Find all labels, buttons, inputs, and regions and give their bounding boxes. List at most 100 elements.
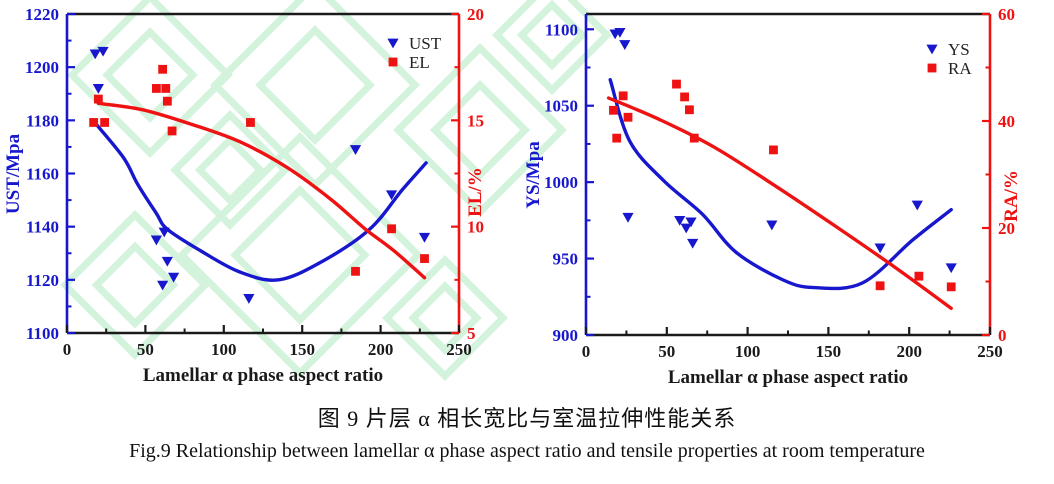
ys-data-point [911, 200, 923, 211]
el-data-point [89, 118, 99, 127]
ust-data-point [92, 84, 104, 94]
watermark-diamond [382, 255, 508, 381]
ust-data-point [97, 46, 109, 57]
caption-english: Fig.9 Relationship between lamellar α ph… [129, 440, 925, 462]
ra-data-point [618, 91, 628, 101]
el-data-point [246, 118, 255, 127]
y-right-tick-label: 10 [467, 218, 484, 237]
y-axis-left-title: YS/Mpa [523, 141, 544, 209]
y-left-tick-label: 1220 [25, 5, 59, 24]
y-right-tick-label: 5 [467, 324, 476, 343]
x-tick-label: 50 [137, 340, 154, 359]
ust-data-point [157, 280, 169, 291]
watermark-diamond-inner [230, 185, 370, 325]
legend-ra-label: RA [948, 59, 972, 78]
y-left-tick-label: 1140 [26, 218, 59, 237]
ys-data-point [874, 243, 886, 254]
y-axis-right-title: RA/% [1001, 170, 1022, 222]
ust-data-point [418, 232, 431, 243]
ra-data-point [623, 112, 633, 122]
y-right-tick-label: 20 [998, 219, 1015, 238]
watermark-diamond-inner [408, 281, 482, 355]
el-data-point [158, 64, 168, 74]
ra-data-point [609, 105, 618, 115]
x-tick-label: 150 [816, 342, 842, 361]
x-tick-label: 0 [582, 342, 591, 361]
ys-fit-curve [608, 78, 953, 291]
x-tick-label: 250 [446, 340, 472, 359]
legend-el-marker [388, 57, 398, 67]
ra-data-point [672, 79, 681, 89]
ust-data-point [168, 272, 180, 283]
ys-data-point [674, 215, 686, 226]
x-axis-title: Lamellar α phase aspect ratio [668, 367, 908, 388]
ust-data-point [161, 256, 173, 267]
ys-data-point [766, 220, 778, 231]
ust-data-point [158, 227, 170, 238]
watermark-diamond [170, 110, 290, 230]
x-tick-label: 250 [977, 342, 1003, 361]
y-left-tick-label: 1160 [26, 165, 59, 184]
legend-ust-marker [387, 38, 399, 49]
y-axis-right-title: EL/% [465, 167, 486, 217]
y-left-tick-label: 900 [553, 326, 579, 345]
ra-data-point [946, 282, 956, 292]
ust-data-point [89, 49, 101, 60]
ys-data-point [622, 212, 634, 223]
el-data-point [161, 84, 171, 93]
watermark-diamond-inner [255, 25, 375, 145]
y-right-tick-label: 0 [998, 326, 1007, 345]
x-tick-label: 150 [289, 340, 315, 359]
watermark-diamond-inner [429, 79, 531, 181]
caption-chinese: 图 9 片层 α 相长宽比与室温拉伸性能关系 [317, 406, 737, 431]
y-left-tick-label: 1100 [26, 324, 59, 343]
watermark-diamond [393, 43, 567, 217]
watermark-diamond [67, 0, 233, 158]
ust-data-point [385, 190, 398, 201]
chart-ys-ra: 0 50 100 150 200 250 900 950 1000 1050 1100 0 20 40 60… [523, 5, 1022, 388]
watermark-diamond [60, 210, 210, 360]
x-tick-label: 100 [211, 340, 237, 359]
y-right-tick-label: 15 [467, 111, 484, 130]
x-tick-label: 200 [896, 342, 922, 361]
ys-data-point [685, 217, 697, 228]
ra-data-point [689, 133, 699, 143]
y-right-tick-label: 20 [467, 5, 484, 24]
ys-data-point [619, 40, 631, 50]
chart-ust-el: 0 50 100 150 200 250 1100 1120 1140 1160 1180 1200 1… [3, 5, 486, 386]
watermark-pattern [60, 0, 612, 381]
ys-data-point [614, 27, 626, 38]
ra-data-point [875, 281, 885, 291]
ra-data-point [685, 105, 694, 115]
y-left-tick-label: 1120 [26, 271, 59, 290]
watermark-diamond-inner [102, 27, 198, 123]
ys-data-point [945, 263, 957, 274]
legend-el-label: EL [409, 53, 430, 72]
el-data-point [387, 224, 396, 234]
y-left-tick-label: 1200 [25, 58, 59, 77]
y-left-tick-label: 1000 [544, 173, 578, 192]
el-fit-curve [96, 101, 427, 280]
ust-data-point [243, 294, 255, 304]
watermark-shapes [60, 0, 612, 381]
y-right-tick-label: 40 [998, 112, 1015, 131]
y-left-tick-label: 1050 [544, 97, 578, 116]
y-left-tick-label: 950 [553, 250, 579, 269]
ys-data-point [687, 238, 699, 249]
x-axis-title: Lamellar α phase aspect ratio [143, 365, 383, 386]
ust-data-point [150, 235, 162, 246]
watermark-diamond-inner [91, 241, 179, 329]
el-data-point [93, 94, 103, 104]
ra-data-point [680, 92, 689, 102]
ust-fit-curve [93, 121, 428, 282]
x-tick-label: 0 [63, 340, 72, 359]
el-data-point [162, 96, 172, 106]
x-tick-label: 100 [735, 342, 761, 361]
legend-ra-marker [927, 63, 937, 73]
x-tick-label: 50 [658, 342, 675, 361]
ra-fit-curve [606, 96, 953, 310]
ys-data-point [680, 223, 692, 234]
el-data-point [420, 254, 429, 263]
el-data-point [167, 126, 177, 136]
